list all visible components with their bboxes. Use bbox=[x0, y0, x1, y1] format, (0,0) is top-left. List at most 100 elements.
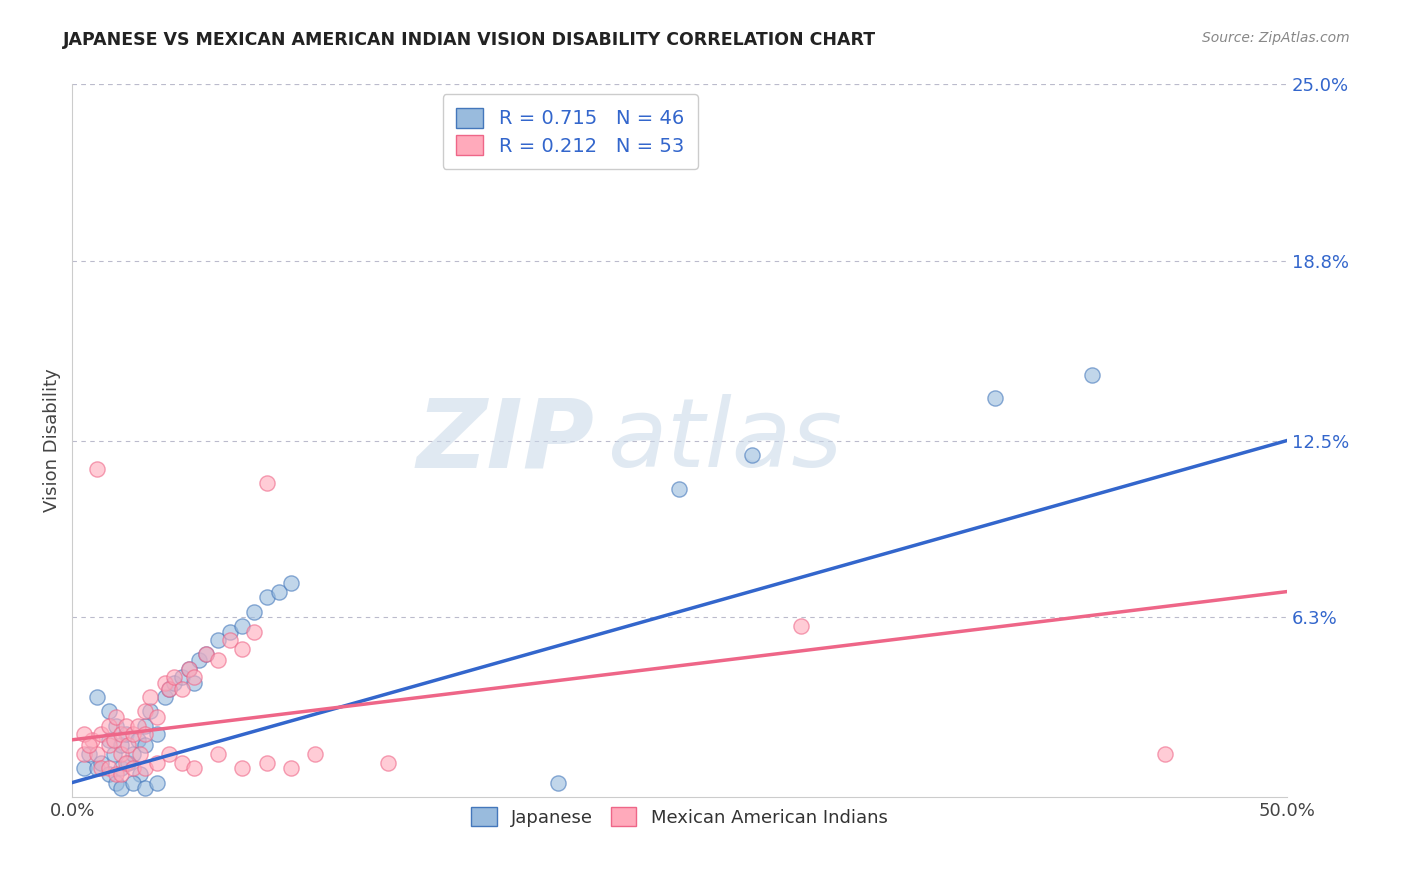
Point bbox=[114, 756, 136, 770]
Point bbox=[1154, 747, 1177, 761]
Point bbox=[110, 727, 132, 741]
Point bbox=[194, 648, 217, 662]
Point bbox=[114, 718, 136, 732]
Point bbox=[256, 591, 278, 605]
Point bbox=[187, 653, 209, 667]
Point bbox=[117, 739, 139, 753]
Point bbox=[183, 670, 205, 684]
Point bbox=[104, 718, 127, 732]
Point bbox=[741, 448, 763, 462]
Text: Source: ZipAtlas.com: Source: ZipAtlas.com bbox=[1202, 31, 1350, 45]
Y-axis label: Vision Disability: Vision Disability bbox=[44, 368, 60, 513]
Point bbox=[1081, 368, 1104, 382]
Point bbox=[256, 756, 278, 770]
Point bbox=[207, 653, 229, 667]
Point bbox=[243, 624, 266, 639]
Point bbox=[86, 761, 108, 775]
Point bbox=[219, 624, 242, 639]
Point bbox=[170, 681, 193, 696]
Point bbox=[207, 633, 229, 648]
Point bbox=[77, 747, 100, 761]
Point bbox=[134, 761, 156, 775]
Point bbox=[90, 756, 112, 770]
Point bbox=[104, 775, 127, 789]
Point bbox=[157, 681, 180, 696]
Point bbox=[129, 747, 152, 761]
Point bbox=[134, 727, 156, 741]
Point bbox=[157, 747, 180, 761]
Point bbox=[134, 704, 156, 718]
Point bbox=[122, 727, 145, 741]
Point bbox=[170, 756, 193, 770]
Point bbox=[127, 732, 149, 747]
Point bbox=[219, 633, 242, 648]
Legend: Japanese, Mexican American Indians: Japanese, Mexican American Indians bbox=[464, 800, 894, 834]
Point bbox=[139, 704, 162, 718]
Point bbox=[104, 710, 127, 724]
Point bbox=[73, 727, 96, 741]
Point bbox=[177, 662, 200, 676]
Point bbox=[146, 710, 169, 724]
Point bbox=[122, 775, 145, 789]
Point bbox=[134, 739, 156, 753]
Point bbox=[146, 727, 169, 741]
Point bbox=[134, 781, 156, 796]
Point bbox=[127, 718, 149, 732]
Point bbox=[90, 761, 112, 775]
Text: atlas: atlas bbox=[606, 394, 842, 487]
Point bbox=[77, 739, 100, 753]
Point bbox=[177, 662, 200, 676]
Point bbox=[97, 732, 120, 747]
Point bbox=[790, 619, 813, 633]
Point bbox=[103, 747, 125, 761]
Point bbox=[134, 718, 156, 732]
Point bbox=[207, 747, 229, 761]
Text: JAPANESE VS MEXICAN AMERICAN INDIAN VISION DISABILITY CORRELATION CHART: JAPANESE VS MEXICAN AMERICAN INDIAN VISI… bbox=[63, 31, 876, 49]
Point bbox=[231, 761, 253, 775]
Point bbox=[97, 718, 120, 732]
Point bbox=[668, 482, 690, 496]
Point bbox=[103, 732, 125, 747]
Point bbox=[122, 761, 145, 775]
Point bbox=[146, 756, 169, 770]
Point bbox=[86, 462, 108, 476]
Point bbox=[157, 681, 180, 696]
Point bbox=[86, 690, 108, 704]
Point bbox=[97, 739, 120, 753]
Point bbox=[256, 476, 278, 491]
Point bbox=[194, 648, 217, 662]
Point bbox=[73, 747, 96, 761]
Point bbox=[377, 756, 399, 770]
Point bbox=[80, 732, 103, 747]
Point bbox=[97, 761, 120, 775]
Point bbox=[104, 767, 127, 781]
Point bbox=[304, 747, 326, 761]
Point bbox=[97, 704, 120, 718]
Point bbox=[231, 641, 253, 656]
Point bbox=[231, 619, 253, 633]
Point bbox=[280, 761, 302, 775]
Point bbox=[547, 775, 569, 789]
Point bbox=[122, 747, 145, 761]
Point bbox=[129, 767, 152, 781]
Point bbox=[90, 727, 112, 741]
Point bbox=[110, 767, 132, 781]
Point bbox=[243, 605, 266, 619]
Point bbox=[153, 675, 176, 690]
Point bbox=[110, 761, 132, 775]
Point bbox=[73, 761, 96, 775]
Point bbox=[163, 670, 186, 684]
Point bbox=[139, 690, 162, 704]
Point bbox=[280, 576, 302, 591]
Point bbox=[163, 675, 186, 690]
Point bbox=[170, 670, 193, 684]
Point bbox=[110, 739, 132, 753]
Point bbox=[117, 756, 139, 770]
Point bbox=[183, 675, 205, 690]
Point bbox=[146, 775, 169, 789]
Text: ZIP: ZIP bbox=[416, 394, 595, 487]
Point bbox=[267, 584, 290, 599]
Point bbox=[110, 747, 132, 761]
Point bbox=[183, 761, 205, 775]
Point bbox=[153, 690, 176, 704]
